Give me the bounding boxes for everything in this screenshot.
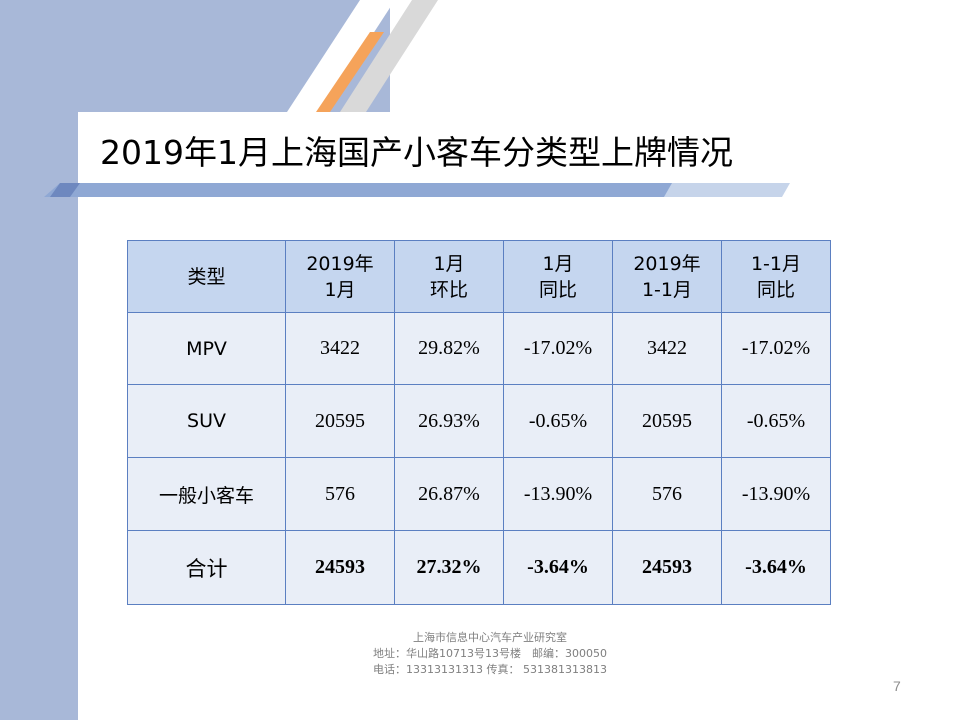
table-cell: 24593 [285,530,395,605]
table-total-row: 合计 24593 27.32% -3.64% 24593 -3.64% [127,530,831,605]
table-cell: 20595 [285,384,395,458]
slide-title: 2019年1月上海国产小客车分类型上牌情况 [100,133,733,172]
footer-org: 上海市信息中心汽车产业研究室 [413,631,567,644]
table-header-row: 类型 2019年 1月 1月 环比 1月 同比 2019年 1-1月 1-1月 同比 [127,240,831,313]
table-cell: 576 [285,457,395,531]
header-type: 类型 [127,240,286,313]
table-cell: 24593 [612,530,722,605]
registration-table: 类型 2019年 1月 1月 环比 1月 同比 2019年 1-1月 1-1月 同比 MP… [127,240,831,605]
row-type-cell: 一般小客车 [127,457,286,531]
header-2019-jan: 2019年 1月 [285,240,395,313]
footer-address: 地址：华山路10713号13号楼 邮编：300050 [373,647,607,660]
header-jan-mom: 1月 环比 [394,240,504,313]
table-cell: 29.82% [394,312,504,385]
table-cell: 26.93% [394,384,504,458]
page-number: 7 [893,678,901,694]
row-type-cell: MPV [127,312,286,385]
table-cell: -3.64% [503,530,613,605]
table-cell: -13.90% [721,457,831,531]
header-jan-yoy: 1月 同比 [503,240,613,313]
row-type-cell: 合计 [127,530,286,605]
table-cell: 27.32% [394,530,504,605]
footer-info: 上海市信息中心汽车产业研究室 地址：华山路10713号13号楼 邮编：30005… [340,630,640,678]
table-cell: -13.90% [503,457,613,531]
footer-contact: 电话：13313131313 传真： 531381313813 [373,663,607,676]
top-background-band [0,0,390,112]
table-cell: 3422 [285,312,395,385]
table-cell: -0.65% [721,384,831,458]
left-background-band [0,0,78,720]
table-row: 一般小客车 576 26.87% -13.90% 576 -13.90% [127,457,831,531]
header-ytd-yoy: 1-1月 同比 [721,240,831,313]
table-cell: -0.65% [503,384,613,458]
header-2019-ytd: 2019年 1-1月 [612,240,722,313]
table-cell: 26.87% [394,457,504,531]
table-cell: -17.02% [721,312,831,385]
table-row: MPV 3422 29.82% -17.02% 3422 -17.02% [127,312,831,385]
table-row: SUV 20595 26.93% -0.65% 20595 -0.65% [127,384,831,458]
table-cell: -17.02% [503,312,613,385]
table-cell: -3.64% [721,530,831,605]
table-cell: 20595 [612,384,722,458]
table-cell: 3422 [612,312,722,385]
row-type-cell: SUV [127,384,286,458]
table-cell: 576 [612,457,722,531]
